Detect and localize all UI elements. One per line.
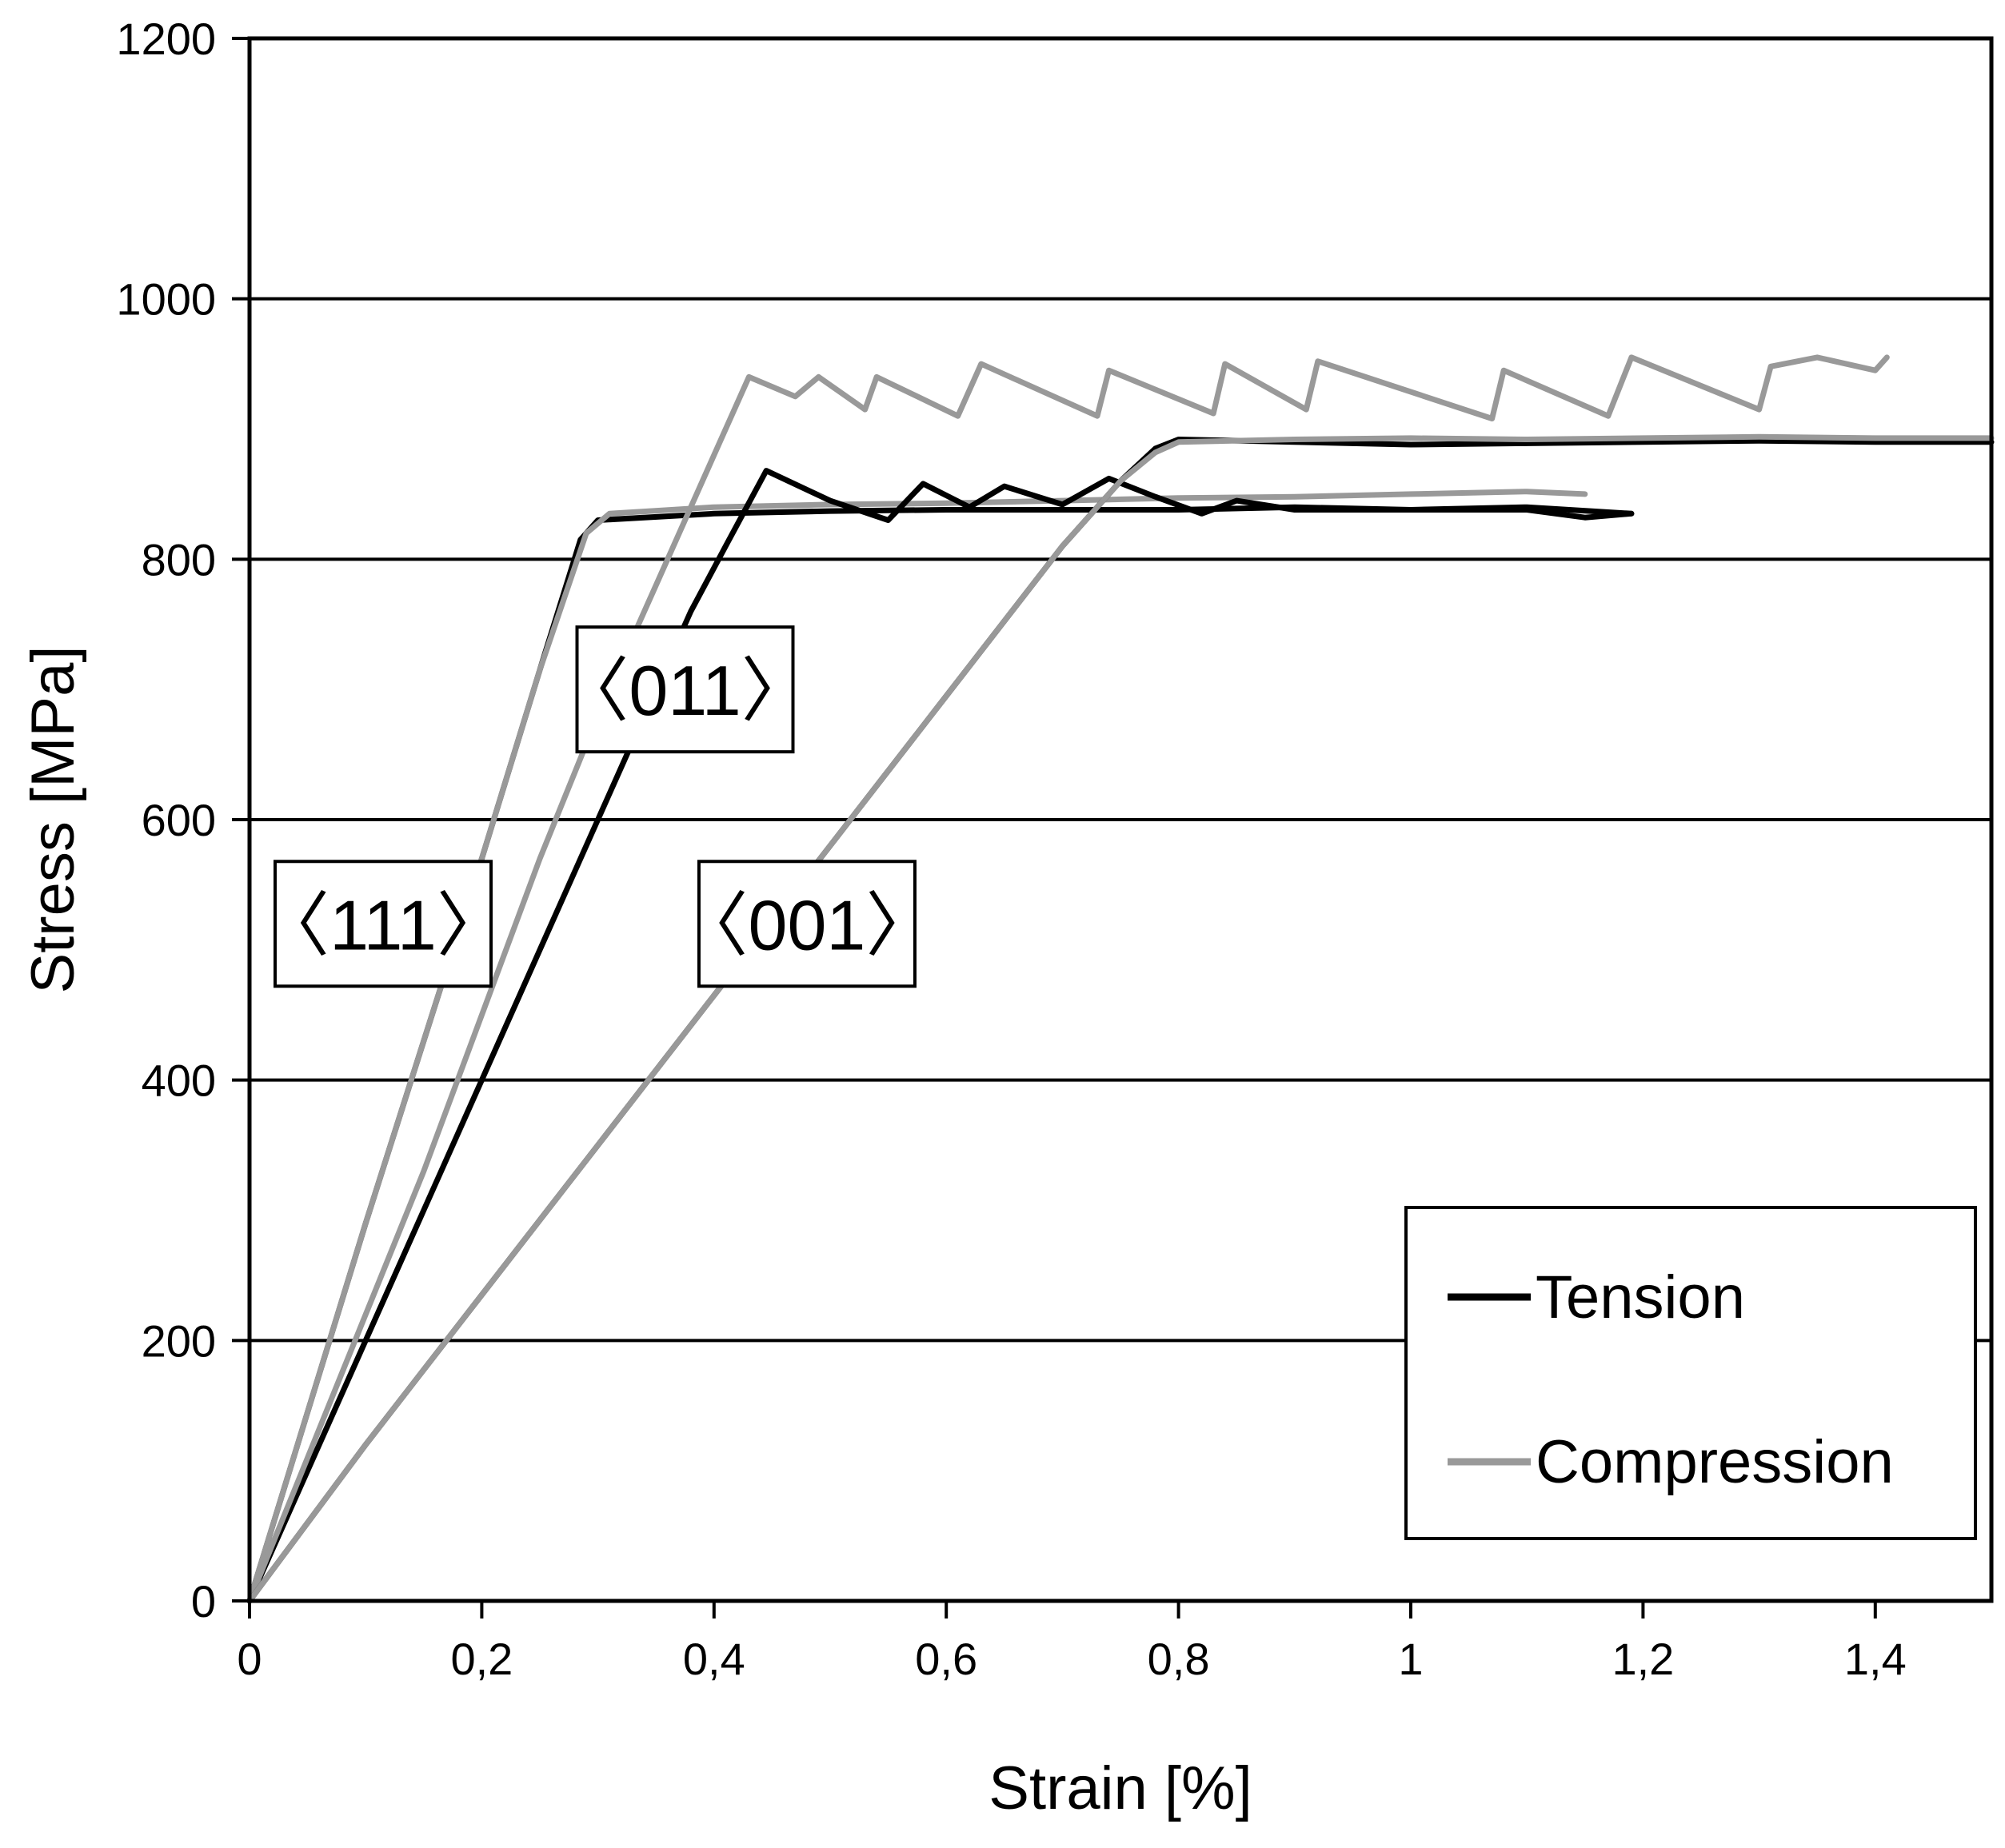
data-series	[246, 354, 1995, 1604]
y-tick-label: 200	[142, 1315, 216, 1366]
x-tick-label: 0,8	[1148, 1634, 1210, 1684]
x-tick-label: 1,2	[1612, 1634, 1674, 1684]
annotation-label-1: 〈011〉	[558, 651, 811, 730]
annotation-label-2: 〈001〉	[678, 885, 937, 964]
series-line-1	[246, 489, 1588, 1604]
y-tick-label: 600	[142, 795, 216, 845]
legend-label-compression: Compression	[1536, 1428, 1894, 1496]
legend-box	[1404, 1206, 1977, 1540]
legend-label-tension: Tension	[1536, 1263, 1745, 1331]
y-tick-label: 1000	[116, 274, 216, 325]
y-tick-label: 400	[142, 1056, 216, 1106]
y-tick-label: 0	[191, 1576, 216, 1626]
x-tick-label: 0,6	[915, 1634, 977, 1684]
x-tick-label: 0,4	[683, 1634, 745, 1684]
series-line-5	[246, 433, 1995, 1604]
annotation-box-0	[273, 860, 493, 988]
y-tick-label: 1200	[116, 14, 216, 64]
series-line-2	[246, 468, 1635, 1604]
annotation-box-1	[575, 625, 795, 754]
y-tick-label: 800	[142, 534, 216, 585]
legend: Tension Compression	[1404, 1206, 1977, 1540]
x-tick-label: 0	[237, 1634, 262, 1684]
x-tick-label: 0,2	[450, 1634, 513, 1684]
axis-ticks: 0 200 400 600 800 1000 1200 0 0,2 0,4 0,6 0,8 1 1,2 1,…	[116, 14, 1906, 1684]
x-axis-title: Strain [%]	[989, 1754, 1252, 1822]
orientation-annotations: 〈111〉 〈011〉〈001〉	[259, 625, 937, 988]
annotation-box-2	[697, 860, 917, 988]
series-line-3	[246, 354, 1890, 1604]
y-axis-title: Stress [MPa]	[19, 646, 87, 994]
x-tick-label: 1,4	[1844, 1634, 1907, 1684]
annotation-label-0: 〈111〉	[259, 885, 507, 964]
x-tick-label: 1	[1398, 1634, 1423, 1684]
